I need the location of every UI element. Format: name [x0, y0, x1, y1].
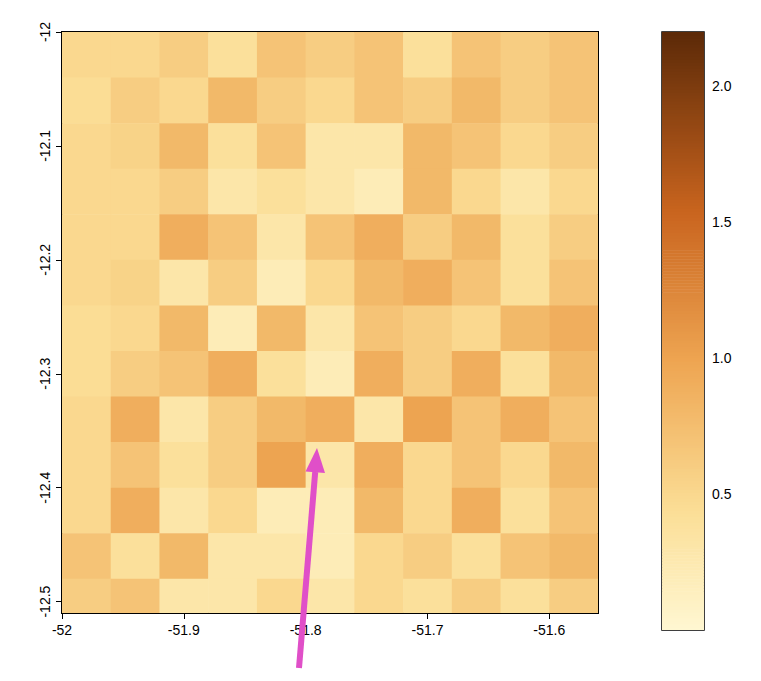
svg-text:-52: -52: [52, 622, 72, 638]
svg-text:1.0: 1.0: [712, 350, 732, 366]
svg-text:-12.3: -12.3: [37, 358, 53, 390]
svg-text:-51.6: -51.6: [533, 622, 565, 638]
svg-text:-12: -12: [37, 22, 53, 42]
svg-text:-12.4: -12.4: [37, 472, 53, 504]
svg-text:-12.5: -12.5: [37, 585, 53, 617]
svg-text:0.5: 0.5: [712, 486, 732, 502]
svg-text:1.5: 1.5: [712, 214, 732, 230]
svg-text:-51.9: -51.9: [168, 622, 200, 638]
svg-text:-12.1: -12.1: [37, 130, 53, 162]
svg-text:-12.2: -12.2: [37, 244, 53, 276]
svg-text:-51.7: -51.7: [411, 622, 443, 638]
svg-text:-51.8: -51.8: [290, 622, 322, 638]
svg-text:2.0: 2.0: [712, 78, 732, 94]
